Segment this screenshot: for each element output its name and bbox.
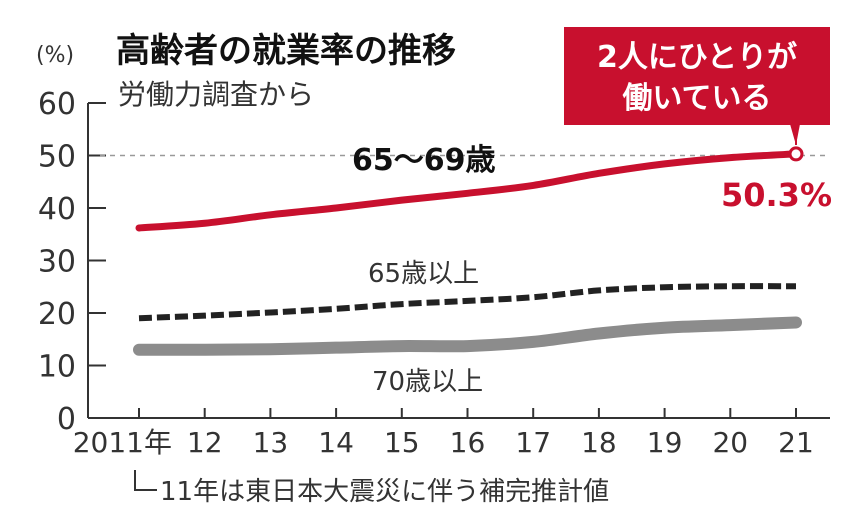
footnote: 11年は東日本大震災に伴う補完推計値	[160, 477, 609, 507]
x-tick-label: 20	[712, 426, 748, 459]
callout-line-1: 2人にひとりが	[597, 40, 797, 75]
x-tick-label: 16	[450, 426, 486, 459]
chart-subtitle: 労働力調査から	[118, 78, 314, 111]
x-tick-label: 2011年	[73, 426, 172, 459]
series-65-69-line	[135, 150, 800, 232]
x-ticks: 2011年 12 13 14 15 16 17 18 19 20 21	[73, 408, 814, 459]
callout-line-2: 働いている	[621, 81, 771, 116]
label-65-plus: 65歳以上	[368, 259, 479, 289]
y-unit-label: (%)	[36, 43, 74, 68]
y-tick-label: 60	[38, 87, 76, 122]
x-tick-label: 21	[778, 426, 814, 459]
endpoint-value-label: 50.3%	[721, 176, 832, 214]
chart-title: 高齢者の就業率の推移	[116, 31, 456, 71]
x-tick-label: 13	[253, 426, 289, 459]
y-tick-label: 0	[57, 402, 76, 437]
y-tick-label: 40	[38, 192, 76, 227]
x-tick-label: 12	[187, 426, 223, 459]
y-tick-label: 30	[38, 245, 76, 280]
y-tick-label: 20	[38, 297, 76, 332]
x-tick-label: 18	[581, 426, 617, 459]
series-70-plus-line	[133, 316, 802, 356]
label-70-plus: 70歳以上	[372, 367, 483, 397]
x-tick-label: 19	[647, 426, 683, 459]
series-65-plus-line	[138, 283, 797, 322]
callout-box: 2人にひとりが 働いている	[564, 27, 830, 145]
x-tick-label: 17	[515, 426, 551, 459]
x-tick-label: 15	[384, 426, 420, 459]
label-65-69: 65〜69歳	[352, 143, 496, 178]
endpoint-marker	[788, 146, 804, 162]
x-tick-label: 14	[318, 426, 354, 459]
y-tick-label: 10	[38, 350, 76, 385]
y-tick-label: 50	[38, 140, 76, 175]
y-ticks: 0 10 20 30 40 50 60	[38, 87, 106, 437]
footnote-bracket-icon	[134, 470, 157, 491]
